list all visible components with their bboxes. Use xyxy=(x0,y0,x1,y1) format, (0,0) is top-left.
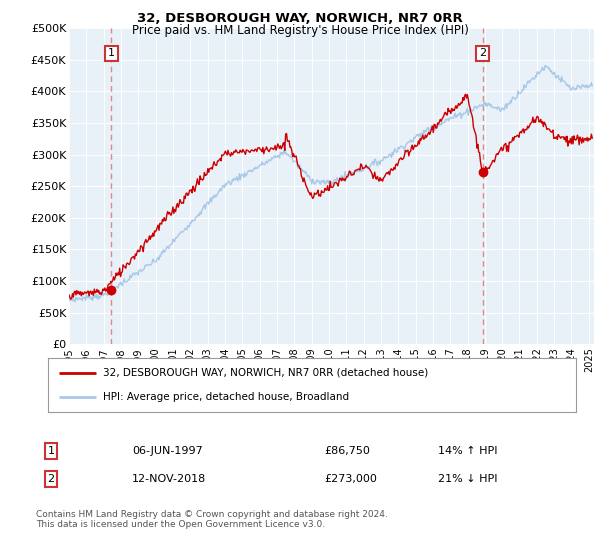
Text: 1: 1 xyxy=(108,48,115,58)
Text: 06-JUN-1997: 06-JUN-1997 xyxy=(132,446,203,456)
Text: £273,000: £273,000 xyxy=(324,474,377,484)
Text: 12-NOV-2018: 12-NOV-2018 xyxy=(132,474,206,484)
Text: 2: 2 xyxy=(47,474,55,484)
Text: HPI: Average price, detached house, Broadland: HPI: Average price, detached house, Broa… xyxy=(103,392,350,402)
Text: 32, DESBOROUGH WAY, NORWICH, NR7 0RR (detached house): 32, DESBOROUGH WAY, NORWICH, NR7 0RR (de… xyxy=(103,368,428,378)
Text: Price paid vs. HM Land Registry's House Price Index (HPI): Price paid vs. HM Land Registry's House … xyxy=(131,24,469,36)
Text: 1: 1 xyxy=(47,446,55,456)
Text: 2: 2 xyxy=(479,48,486,58)
Text: 32, DESBOROUGH WAY, NORWICH, NR7 0RR: 32, DESBOROUGH WAY, NORWICH, NR7 0RR xyxy=(137,12,463,25)
Text: 21% ↓ HPI: 21% ↓ HPI xyxy=(438,474,497,484)
Text: £86,750: £86,750 xyxy=(324,446,370,456)
Text: Contains HM Land Registry data © Crown copyright and database right 2024.
This d: Contains HM Land Registry data © Crown c… xyxy=(36,510,388,529)
Text: 14% ↑ HPI: 14% ↑ HPI xyxy=(438,446,497,456)
